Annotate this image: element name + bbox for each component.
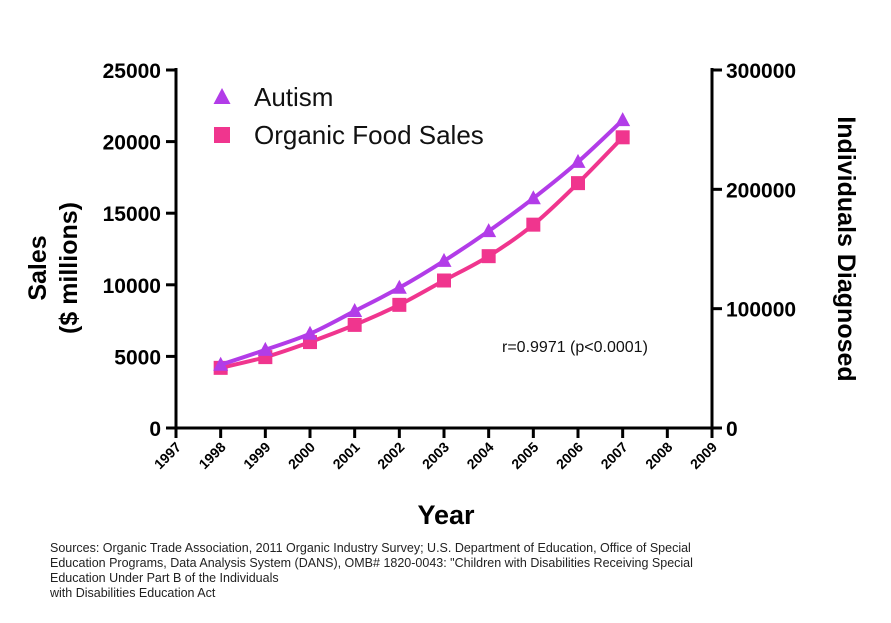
x-tick-label: 2001 — [329, 439, 362, 472]
autism-point — [615, 112, 631, 127]
organic-food-sales-line — [220, 135, 625, 370]
legend-label-autism: Autism — [254, 82, 333, 112]
x-tick-label: 2005 — [508, 439, 541, 472]
source-line-3: Education Under Part B of the Individual… — [50, 571, 279, 585]
organic-food-sales-point — [437, 273, 451, 288]
autism-point — [525, 190, 541, 205]
source-line-4: with Disabilities Education Act — [50, 586, 216, 600]
organic-food-sales-point — [615, 130, 630, 145]
organic-food-sales-point — [392, 297, 407, 312]
legend-marker-organic-food-sales — [214, 127, 230, 143]
y-axis-left-title-line: Sales — [24, 235, 52, 300]
organic-food-sales-point — [481, 249, 496, 264]
x-tick-label: 2008 — [642, 439, 675, 472]
x-axis-title: Year — [417, 500, 475, 530]
x-tick-label: 2002 — [374, 439, 407, 472]
autism-point — [302, 325, 318, 340]
organic-food-sales-point — [571, 176, 585, 191]
series-layer — [213, 112, 631, 375]
x-tick-label: 2004 — [463, 439, 496, 472]
y-left-tick-label: 5000 — [114, 346, 161, 369]
autism-point — [570, 153, 586, 168]
autism-point — [481, 223, 497, 238]
y-left-tick-label: 25000 — [103, 60, 161, 83]
y-right-tick-label: 200000 — [726, 179, 796, 202]
autism-line — [220, 118, 625, 367]
y-left-tick-label: 0 — [149, 418, 161, 441]
legend-label-organic-food-sales: Organic Food Sales — [254, 120, 484, 150]
legend: Autism Organic Food Sales — [213, 82, 484, 150]
source-line-1: Sources: Organic Trade Association, 2011… — [50, 541, 691, 555]
correlation-annotation: r=0.9971 (p<0.0001) — [502, 339, 648, 356]
dual-axis-line-chart: 0 5000 10000 15000 20000 25000 0 100000 200000 30… — [24, 60, 860, 530]
x-tick-label: 2009 — [687, 439, 720, 472]
y-right-tick-label: 300000 — [726, 60, 796, 83]
autism-point — [347, 303, 363, 318]
x-tick-label: 1998 — [195, 439, 228, 472]
x-tick-label: 1999 — [240, 439, 273, 472]
x-tick-label: 2007 — [597, 439, 630, 472]
x-tick-label: 2000 — [285, 439, 318, 472]
y-left-tick-label: 20000 — [103, 132, 161, 155]
autism-point — [436, 252, 452, 267]
x-tick-label: 2003 — [419, 439, 452, 472]
source-note: Sources: Organic Trade Association, 2011… — [50, 541, 890, 601]
autism-point — [391, 279, 407, 294]
y-left-tick-label: 10000 — [103, 275, 161, 298]
organic-food-sales-point — [526, 217, 541, 232]
autism-point — [213, 356, 229, 371]
source-line-2: Education Programs, Data Analysis System… — [50, 556, 693, 570]
x-tick-label: 2006 — [553, 439, 586, 472]
autism-point — [257, 341, 273, 356]
y-left-tick-label: 15000 — [103, 203, 161, 226]
y-axis-left-title-line: ($ millions) — [55, 202, 83, 334]
legend-marker-autism — [213, 88, 231, 104]
y-right-tick-label: 0 — [726, 418, 738, 441]
organic-food-sales-point — [347, 317, 362, 332]
x-tick-label: 1997 — [151, 439, 184, 472]
y-axis-left-title: Sales ($ millions) — [24, 202, 83, 334]
y-axis-right-title: Individuals Diagnosed — [832, 116, 860, 381]
y-right-tick-label: 100000 — [726, 299, 796, 322]
